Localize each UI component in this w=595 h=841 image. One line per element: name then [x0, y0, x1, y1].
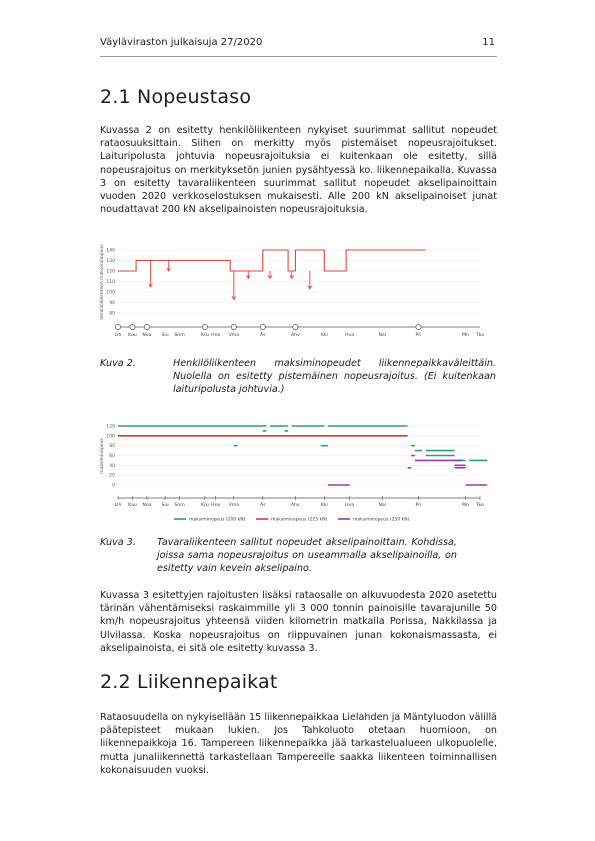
- station-label: Tko: [475, 502, 484, 508]
- station-marker: [144, 324, 150, 330]
- station-label: Llh: [115, 502, 122, 508]
- y-axis-label: henkilöliikenteen maksiminopeus: [99, 244, 105, 320]
- station-label: Kru: [201, 502, 209, 508]
- legend-label: maksiminopeus (200 kN): [189, 517, 246, 523]
- freight-speed-chart: maksiminopeus 0 20 40 60 80 100 120 Llh Kau Noa Siu…: [99, 424, 488, 523]
- y-tick-label: 110: [106, 279, 115, 285]
- y-tick-label: 60: [109, 453, 115, 459]
- station-label: Hno: [211, 332, 220, 338]
- arrow-head: [307, 285, 313, 290]
- station-label: Ahv: [291, 502, 300, 508]
- station-marker: [259, 324, 266, 330]
- intro-paragraph: Kuvassa 2 on esitetty henkilöliikenteen …: [100, 125, 497, 216]
- station-label: Kki: [321, 502, 328, 508]
- station-marker: [129, 324, 136, 330]
- station-label: Kki: [321, 332, 328, 338]
- y-tick-label: 20: [109, 473, 115, 479]
- y-tick-label: 100: [106, 433, 115, 439]
- station-label: Hno: [211, 502, 220, 508]
- y-tick-label: 80: [109, 443, 115, 449]
- legend-label: maksiminopeus (250 kN): [353, 517, 410, 523]
- station-label: Nal: [378, 332, 386, 338]
- y-axis-label: maksiminopeus: [99, 438, 105, 474]
- passenger-speed-chart: henkilöliikenteen maksiminopeus 80 90 100 11…: [99, 244, 484, 338]
- station-label: Pri: [416, 332, 422, 338]
- station-label: Kau: [128, 502, 137, 508]
- station-marker: [415, 324, 422, 330]
- y-tick-label: 0: [112, 483, 115, 489]
- station-label: Hva: [345, 502, 354, 508]
- header-divider: [100, 56, 497, 57]
- station-marker: [292, 324, 299, 330]
- station-label: Llh: [115, 332, 122, 338]
- station-label: Kau: [128, 332, 137, 338]
- station-label: Noa: [142, 502, 151, 508]
- y-tick-label: 90: [109, 300, 115, 306]
- y-tick-label: 120: [106, 424, 115, 430]
- figure-2-text: Henkilöliikenteen maksiminopeudet liiken…: [173, 358, 496, 396]
- station-label: Tko: [475, 332, 484, 338]
- station-label: Vma: [229, 502, 240, 508]
- y-tick-label: 140: [106, 248, 115, 254]
- station-label: Snm: [174, 502, 185, 508]
- station-marker: [230, 324, 237, 330]
- station-label: Äs: [260, 501, 266, 508]
- arrow-head: [289, 275, 294, 280]
- station-label: Pri: [416, 502, 422, 508]
- arrow-head: [231, 296, 237, 301]
- arrow-head: [246, 275, 251, 280]
- station-label: Ahv: [291, 332, 300, 338]
- y-tick-label: 40: [109, 463, 115, 469]
- speed-line: [118, 249, 426, 272]
- station-marker: [201, 324, 208, 330]
- stations-paragraph: Rataosuudella on nykyisellään 15 liikenn…: [100, 712, 497, 776]
- vibration-paragraph: Kuvassa 3 esitettyjen rajoitusten lisäks…: [100, 590, 497, 654]
- station-marker: [115, 324, 121, 330]
- station-label: Kru: [201, 332, 209, 338]
- y-tick-label: 130: [106, 258, 115, 264]
- station-label: Äs: [260, 331, 266, 338]
- figure-3-label: Kuva 3.: [100, 537, 136, 548]
- y-tick-label: 120: [106, 269, 115, 275]
- arrow-head: [166, 267, 171, 272]
- arrow-head: [148, 283, 153, 288]
- station-label: Mn: [462, 332, 469, 338]
- arrow-head: [267, 275, 273, 280]
- y-tick-label: 100: [106, 290, 115, 296]
- figure-2-label: Kuva 2.: [100, 358, 136, 369]
- y-tick-label: 80: [109, 311, 115, 317]
- station-label: Mn: [462, 502, 469, 508]
- station-label: Noa: [142, 332, 151, 338]
- figure-2-caption: Kuva 2. Henkilöliikenteen maksiminopeude…: [100, 357, 497, 401]
- station-label: Snm: [174, 332, 185, 338]
- station-label: Siu: [162, 332, 169, 338]
- publication-header: Väyläviraston julkaisuja 27/2020: [100, 37, 263, 48]
- section-heading-nopeustaso: 2.1 Nopeustaso: [100, 86, 252, 108]
- legend-label: maksiminopeus (225 kN): [271, 517, 328, 523]
- station-label: Nal: [378, 502, 386, 508]
- figure-3-text: Tavaraliikenteen sallitut nopeudet aksel…: [157, 537, 457, 575]
- station-label: Hva: [345, 332, 354, 338]
- section-heading-liikennepaikat: 2.2 Liikennepaikat: [100, 671, 278, 693]
- figure-3-caption: Kuva 3. Tavaraliikenteen sallitut nopeud…: [100, 536, 497, 580]
- station-label: Vma: [229, 332, 240, 338]
- station-label: Siu: [162, 502, 169, 508]
- page-number: 11: [482, 37, 495, 48]
